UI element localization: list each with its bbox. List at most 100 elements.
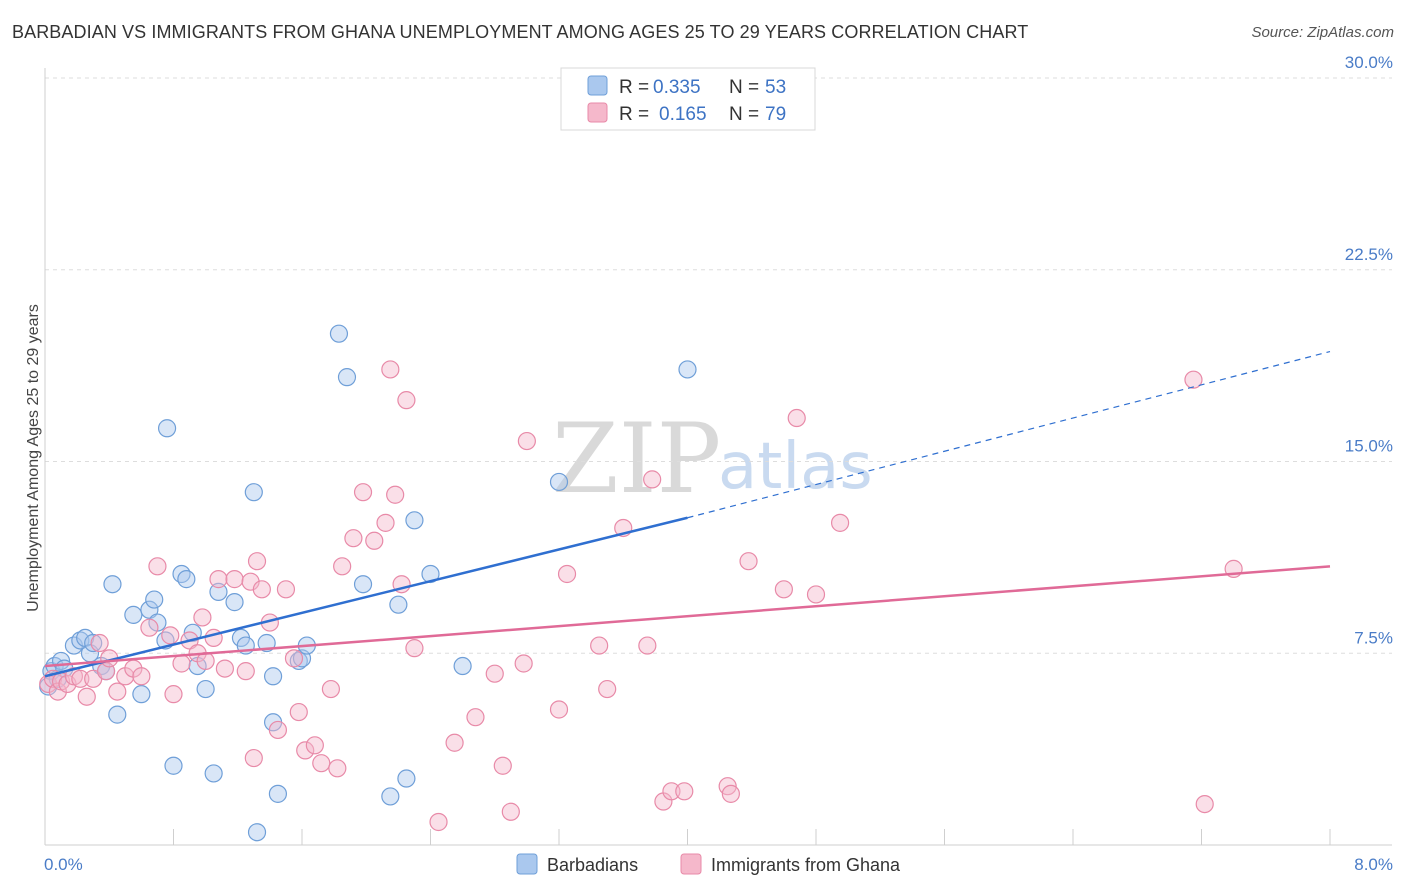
ghana-point	[328, 759, 347, 778]
barbadians-trend-extension	[687, 350, 1331, 519]
ghana-point	[148, 557, 167, 576]
ghana-point	[397, 391, 416, 410]
legend-r-value-2: 0.165	[659, 104, 707, 125]
ghana-point	[215, 659, 234, 678]
ghana-point	[305, 736, 324, 755]
barbadian-point	[172, 564, 191, 584]
bottom-legend-swatch-pink	[680, 853, 702, 875]
barbadian-point	[103, 575, 122, 594]
legend-n-label-2: N =	[729, 104, 759, 125]
barbadian-point	[405, 511, 424, 530]
barbadian-point	[84, 633, 103, 653]
y-tick-label: 15.0%	[1345, 437, 1393, 456]
legend-r-value-1: 0.335	[653, 77, 701, 98]
barbadian-point	[329, 324, 349, 343]
barbadian-point	[397, 769, 416, 788]
ghana-point	[598, 679, 617, 699]
barbadian-point	[263, 667, 283, 686]
ghana-point	[514, 654, 533, 673]
ghana-point	[193, 608, 212, 627]
ghana-point	[493, 756, 512, 775]
ghana-point	[1195, 794, 1214, 814]
ghana-point	[161, 626, 180, 645]
ghana-point	[77, 687, 96, 706]
ghana-point	[108, 682, 127, 701]
barbadian-point	[549, 472, 569, 492]
ghana-point	[164, 685, 183, 704]
ghana-point	[445, 733, 464, 752]
barbadian-point	[289, 651, 308, 671]
ghana-point	[386, 485, 405, 504]
barbadian-point	[353, 575, 373, 594]
barbadian-point	[164, 756, 183, 775]
ghana-point	[501, 802, 520, 821]
x-tick-label: 8.0%	[1354, 855, 1393, 874]
watermark-atlas: atlas	[718, 430, 873, 504]
ghana-point	[247, 552, 267, 571]
ghana-point	[90, 633, 109, 653]
legend-r-label-1: R =	[619, 77, 649, 98]
ghana-point	[830, 513, 850, 532]
ghana-point	[1184, 370, 1203, 389]
ghana-point	[225, 570, 244, 589]
ghana-point	[643, 470, 662, 489]
ghana-point	[774, 580, 793, 599]
ghana-point	[376, 513, 395, 532]
ghana-point	[590, 636, 609, 655]
ghana-point	[333, 557, 352, 576]
legend-n-value-2: 79	[765, 104, 786, 125]
barbadian-point	[132, 685, 151, 704]
bottom-legend-label-ghana: Immigrants from Ghana	[711, 855, 901, 875]
ghana-point	[209, 570, 228, 589]
ghana-point	[365, 531, 384, 550]
legend-swatch-pink	[587, 102, 608, 123]
ghana-point	[429, 812, 448, 832]
ghana-point	[806, 585, 826, 604]
barbadian-point	[244, 483, 263, 502]
barbadian-point	[157, 419, 177, 438]
ghana-point	[312, 754, 331, 773]
watermark-zip: ZIP	[552, 403, 721, 515]
ghana-point	[662, 782, 681, 801]
y-tick-label: 7.5%	[1354, 628, 1393, 647]
barbadian-point	[337, 368, 357, 387]
ghana-point	[132, 667, 151, 686]
legend-r-label-2: R =	[619, 104, 649, 125]
ghana-point	[289, 702, 308, 722]
barbadian-point	[209, 582, 228, 601]
source-label: Source: ZipAtlas.com	[1251, 24, 1394, 41]
ghana-point	[268, 720, 288, 740]
ghana-point	[296, 741, 315, 760]
top-legend: R = 0.335 N = 53 R = 0.165 N = 79	[560, 67, 816, 131]
ghana-point	[71, 669, 90, 688]
barbadian-point	[268, 784, 288, 803]
ghana-point	[276, 580, 296, 599]
ghana-point	[172, 654, 191, 673]
ghana-point	[638, 636, 657, 655]
bottom-legend: Barbadians Immigrants from Ghana	[516, 853, 901, 875]
ghana-point	[140, 618, 159, 637]
ghana-point	[321, 679, 341, 699]
barbadian-point	[108, 705, 127, 724]
ghana-point	[284, 649, 304, 668]
trend-lines	[44, 350, 1331, 678]
ghana-point	[353, 483, 373, 502]
ghana-point	[344, 529, 363, 548]
legend-swatch-blue	[587, 75, 608, 96]
ghana-trend-line	[44, 565, 1331, 668]
ghana-point	[48, 682, 67, 701]
y-axis-label: Unemployment Among Ages 25 to 29 years	[25, 304, 42, 612]
ghana-point	[244, 748, 263, 768]
ghana-point	[466, 708, 485, 727]
ghana-point	[381, 360, 400, 379]
bottom-legend-swatch-blue	[516, 853, 538, 875]
ghana-point	[517, 431, 536, 451]
ghana-point	[549, 700, 569, 719]
barbadian-point	[225, 593, 244, 612]
ghana-point	[236, 662, 255, 681]
barbadian-point	[140, 600, 159, 619]
legend-n-label-1: N =	[729, 77, 759, 98]
ghana-point	[405, 639, 424, 658]
barbadian-point	[453, 656, 472, 676]
